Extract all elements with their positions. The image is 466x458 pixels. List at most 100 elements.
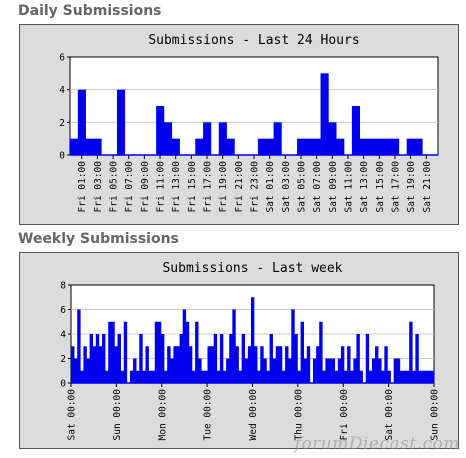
- x-tick-label: Fri 09:00: [140, 161, 151, 213]
- bar: [151, 370, 156, 383]
- bar: [160, 334, 165, 383]
- x-tick-label: Sat 19:00: [406, 161, 417, 213]
- bar: [156, 106, 165, 155]
- bar: [297, 138, 306, 155]
- x-tick-label: Sat 09:00: [328, 161, 339, 213]
- bar: [399, 370, 404, 383]
- bar: [421, 370, 425, 383]
- bar: [117, 334, 121, 383]
- x-tick-label: Fri 13:00: [171, 161, 182, 213]
- x-tick-label: Sun 00:00: [430, 389, 441, 441]
- bar: [238, 370, 242, 383]
- bar: [85, 138, 94, 155]
- bar: [344, 370, 348, 383]
- x-tick-label: Mon 00:00: [157, 389, 168, 441]
- bar: [384, 346, 388, 383]
- bar: [219, 334, 224, 383]
- bar: [350, 370, 354, 383]
- bar: [216, 370, 221, 383]
- bar: [95, 334, 100, 383]
- x-tick-label: Wed 00:00: [248, 389, 259, 441]
- bar: [383, 138, 392, 155]
- x-tick-label: Fri 19:00: [218, 161, 229, 213]
- bar: [70, 138, 79, 155]
- bar: [232, 309, 236, 383]
- bar: [164, 370, 168, 383]
- x-tick-label: Sat 21:00: [422, 161, 433, 213]
- bar: [414, 138, 423, 155]
- bar: [188, 346, 193, 383]
- bar: [340, 346, 345, 383]
- bar: [375, 138, 384, 155]
- weekly-submissions-heading: Weekly Submissions: [18, 231, 179, 247]
- bar: [207, 346, 211, 383]
- x-tick-label: Tue 00:00: [203, 389, 214, 441]
- bar: [223, 370, 227, 383]
- bar: [381, 370, 385, 383]
- x-tick-label: Fri 21:00: [234, 161, 245, 213]
- x-tick-label: Sat 15:00: [375, 161, 386, 213]
- bar: [218, 122, 227, 155]
- bar: [71, 346, 75, 383]
- bar: [226, 138, 235, 155]
- bar: [157, 321, 162, 383]
- x-tick-label: Sat 07:00: [312, 161, 323, 213]
- bar: [368, 370, 373, 383]
- bar: [254, 346, 258, 383]
- bar: [319, 321, 323, 383]
- daily-submissions-chart: Submissions - Last 24 Hours 0 2 4 6 Fri 01:00…: [59, 33, 439, 213]
- bar: [198, 358, 202, 383]
- bar: [312, 138, 321, 155]
- bar: [396, 358, 401, 383]
- bar: [77, 309, 81, 383]
- bar: [229, 334, 233, 383]
- x-tick-label: Fri 03:00: [93, 161, 104, 213]
- x-tick-label: Sat 11:00: [343, 161, 354, 213]
- bar: [347, 346, 351, 383]
- bar: [260, 346, 264, 383]
- y-tick-label: 4: [60, 330, 66, 341]
- bar: [409, 321, 413, 383]
- bar: [402, 370, 407, 383]
- bar: [176, 346, 180, 383]
- bar: [250, 297, 255, 383]
- bar: [303, 358, 308, 383]
- x-tick-label: Fri 15:00: [187, 161, 198, 213]
- bar: [173, 346, 177, 383]
- bar: [430, 370, 435, 383]
- weekly-chart-panel: Submissions - Last week 0 2 4 6 8 Sat 00:00 Sun…: [19, 252, 459, 449]
- x-tick-label: Sat 05:00: [296, 161, 307, 213]
- chart-title: Submissions - Last week: [162, 261, 342, 276]
- bar: [378, 358, 382, 383]
- bar: [427, 370, 432, 383]
- bar: [353, 358, 357, 383]
- y-tick-label: 6: [59, 53, 65, 64]
- bar: [171, 138, 180, 155]
- bar: [375, 346, 379, 383]
- bar: [391, 138, 400, 155]
- bar: [102, 334, 106, 383]
- x-tick-label: Fri 17:00: [203, 161, 214, 213]
- bar: [266, 370, 270, 383]
- bar: [285, 346, 289, 383]
- y-tick-label: 2: [60, 354, 66, 365]
- bar: [120, 370, 125, 383]
- bar: [235, 346, 239, 383]
- bar: [139, 334, 143, 383]
- bar: [83, 346, 87, 383]
- bar: [241, 334, 246, 383]
- bar: [371, 358, 376, 383]
- bar: [273, 122, 282, 155]
- bar: [89, 334, 94, 383]
- bar: [322, 370, 326, 383]
- bar: [195, 138, 204, 155]
- x-tick-label: Sun 00:00: [112, 389, 123, 441]
- bar: [210, 346, 215, 383]
- bar: [272, 358, 277, 383]
- bar: [116, 89, 126, 155]
- bar: [313, 358, 317, 383]
- x-tick-label: Fri 05:00: [109, 161, 120, 213]
- x-tick-label: Sat 17:00: [390, 161, 401, 213]
- bar: [406, 138, 415, 155]
- daily-submissions-heading: Daily Submissions: [18, 3, 162, 19]
